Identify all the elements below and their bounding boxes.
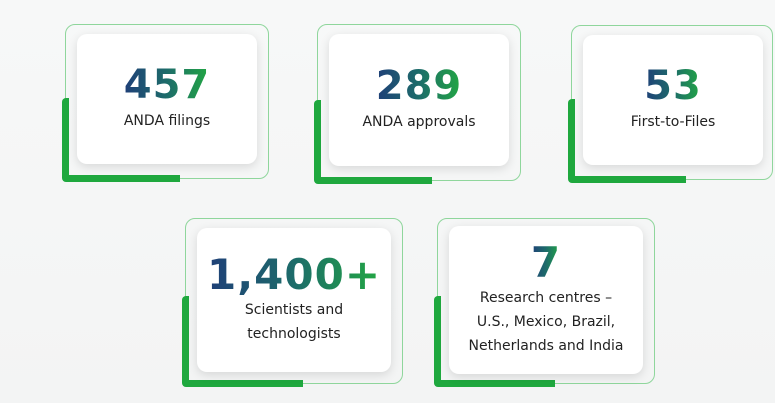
stat-label: Research centres – U.S., Mexico, Brazil,… xyxy=(468,290,624,354)
stat-value: 53 xyxy=(644,63,702,109)
card-accent-left xyxy=(314,100,321,184)
card-accent-left xyxy=(182,296,189,387)
stat-value: 1,400+ xyxy=(206,250,382,299)
stat-card-scientists: 1,400+ Scientists and technologists xyxy=(182,218,403,387)
card-accent-left xyxy=(62,98,69,182)
stat-card-anda-filings: 457 ANDA filings xyxy=(62,24,269,182)
stat-label: ANDA filings xyxy=(123,113,211,129)
card-accent-bottom xyxy=(62,175,180,182)
card-accent-bottom xyxy=(568,176,686,183)
card-content: 7 Research centres – U.S., Mexico, Brazi… xyxy=(449,226,643,374)
stat-label: Scientists and technologists xyxy=(244,302,344,342)
card-content: 289 ANDA approvals xyxy=(329,34,509,166)
stat-card-first-to-files: 53 First-to-Files xyxy=(568,25,773,183)
stat-label: ANDA approvals xyxy=(362,114,476,130)
stat-label: First-to-Files xyxy=(630,114,716,130)
card-accent-left xyxy=(434,296,441,387)
card-accent-left xyxy=(568,99,575,183)
card-content: 457 ANDA filings xyxy=(77,34,257,164)
stat-card-anda-approvals: 289 ANDA approvals xyxy=(314,24,521,184)
card-accent-bottom xyxy=(434,380,555,387)
card-accent-bottom xyxy=(314,177,432,184)
card-content: 1,400+ Scientists and technologists xyxy=(197,228,391,372)
stat-value: 457 xyxy=(123,62,211,108)
stat-card-research-centres: 7 Research centres – U.S., Mexico, Brazi… xyxy=(434,218,655,387)
stat-value: 7 xyxy=(530,238,562,287)
card-accent-bottom xyxy=(182,380,303,387)
stat-value: 289 xyxy=(375,63,463,109)
card-content: 53 First-to-Files xyxy=(583,35,763,165)
